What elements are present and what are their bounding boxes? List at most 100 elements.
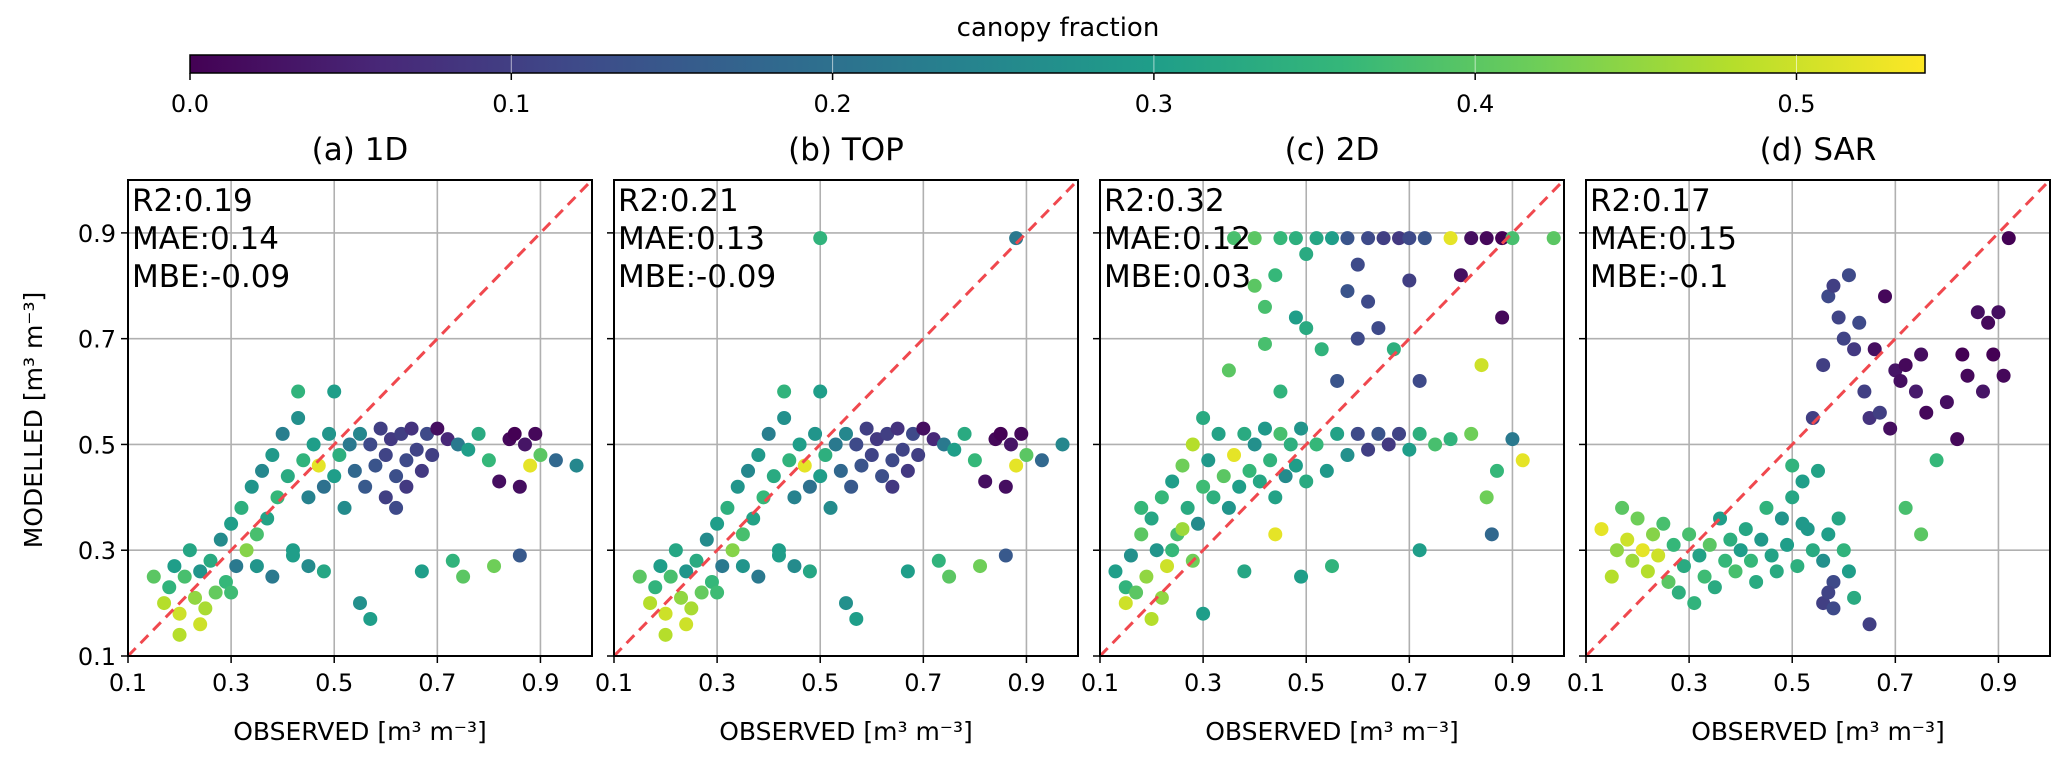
scatter-point	[1201, 453, 1216, 468]
scatter-point	[1908, 384, 1923, 399]
scatter-point	[1697, 569, 1712, 584]
plot-area	[614, 180, 1078, 656]
scatter-point	[213, 532, 228, 547]
scatter-point	[1299, 474, 1314, 489]
scatter-point	[885, 453, 900, 468]
scatter-point	[725, 543, 740, 558]
scatter-point	[1862, 411, 1877, 425]
x-tick-label: 0.1	[109, 669, 147, 697]
scatter-point	[306, 437, 321, 452]
scatter-point	[1991, 305, 2006, 320]
scatter-point	[327, 469, 342, 484]
scatter-point	[316, 479, 331, 494]
scatter-point	[823, 500, 838, 515]
scatter-point	[1749, 574, 1764, 589]
scatter-point	[1847, 342, 1862, 357]
scatter-point	[1211, 426, 1226, 441]
scatter-point	[1615, 500, 1630, 515]
axes-frame	[613, 179, 1079, 657]
scatter-point	[1816, 553, 1831, 568]
scatter-point	[378, 448, 393, 463]
scatter-point	[244, 479, 259, 494]
colorbar-tick-label: 0.0	[171, 90, 209, 118]
scatter-point	[1878, 289, 1893, 304]
scatter-point	[710, 516, 725, 531]
scatter-point	[1257, 421, 1272, 436]
scatter-point	[1505, 432, 1520, 447]
scatter-point	[389, 469, 404, 484]
scatter-point	[1330, 426, 1345, 441]
scatter-point	[1165, 543, 1180, 558]
scatter-point	[1474, 358, 1489, 373]
scatter-point	[1196, 411, 1211, 425]
scatter-point	[172, 606, 187, 621]
scatter-point	[741, 463, 756, 478]
scatter-point	[1893, 373, 1908, 388]
reference-line	[128, 180, 592, 656]
colorbar: canopy fraction 0.0 0.1 0.2 0.3 0.4 0.5	[171, 13, 1926, 118]
scatter-point	[1841, 268, 1856, 283]
scatter-point	[1309, 231, 1324, 246]
scatter-point	[1252, 474, 1267, 489]
scatter-point	[813, 384, 828, 399]
scatter-point	[1154, 490, 1169, 505]
scatter-point	[782, 453, 797, 468]
stat-label: MAE:0.14	[132, 221, 279, 257]
scatter-point	[383, 432, 398, 447]
colorbar-tick-label: 0.5	[1777, 90, 1815, 118]
scatter-point	[1656, 516, 1671, 531]
scatter-point	[301, 490, 316, 505]
scatter-point	[167, 559, 182, 574]
scatter-point	[1651, 548, 1666, 563]
reference-line	[614, 180, 1078, 656]
scatter-point	[1780, 537, 1795, 552]
scatter-point	[1247, 437, 1262, 452]
stat-label: R2:0.19	[132, 183, 253, 219]
scatter-point	[679, 564, 694, 579]
scatter-point	[735, 527, 750, 542]
panel-title: (d) SAR	[1760, 132, 1877, 168]
panel-title: (c) 2D	[1285, 132, 1380, 168]
stat-label: MAE:0.15	[1590, 221, 1737, 257]
scatter-point	[1738, 522, 1753, 537]
scatter-point	[157, 596, 172, 611]
scatter-point	[1898, 500, 1913, 515]
scatter-point	[255, 463, 270, 478]
scatter-point	[311, 458, 326, 473]
scatter-point	[1661, 574, 1676, 589]
scatter-point	[218, 574, 233, 589]
scatter-point	[885, 479, 900, 494]
scatter-point	[653, 559, 668, 574]
scatter-point	[1268, 490, 1283, 505]
scatter-point	[1144, 611, 1159, 626]
scatter-point	[450, 437, 465, 452]
scatter-point	[1123, 548, 1138, 563]
scatter-point	[771, 548, 786, 563]
x-tick-label: 0.5	[1287, 669, 1325, 697]
scatter-point	[1443, 432, 1458, 447]
scatter-point	[1862, 617, 1877, 632]
scatter-point	[1919, 405, 1934, 420]
scatter-point	[291, 411, 306, 425]
scatter-point	[1118, 580, 1133, 595]
x-axis-label: OBSERVED [m³ m⁻³]	[719, 717, 973, 746]
scatter-point	[1392, 231, 1407, 246]
scatter-point	[818, 448, 833, 463]
scatter-point	[1237, 564, 1252, 579]
scatter-point	[1888, 363, 1903, 378]
scatter-point	[849, 437, 864, 452]
scatter-point	[777, 411, 792, 425]
scatter-point	[828, 437, 843, 452]
scatter-point	[1464, 231, 1479, 246]
scatter-point	[1646, 527, 1661, 542]
scatter-point	[1309, 437, 1324, 452]
x-tick-label: 0.5	[315, 669, 353, 697]
scatter-point	[648, 580, 663, 595]
scatter-point	[394, 426, 409, 441]
scatter-point	[316, 564, 331, 579]
scatter-point	[1443, 231, 1458, 246]
scatter-point	[1160, 559, 1175, 574]
scatter-point	[172, 627, 187, 642]
scatter-point	[342, 437, 357, 452]
colorbar-tick-label: 0.2	[814, 90, 852, 118]
